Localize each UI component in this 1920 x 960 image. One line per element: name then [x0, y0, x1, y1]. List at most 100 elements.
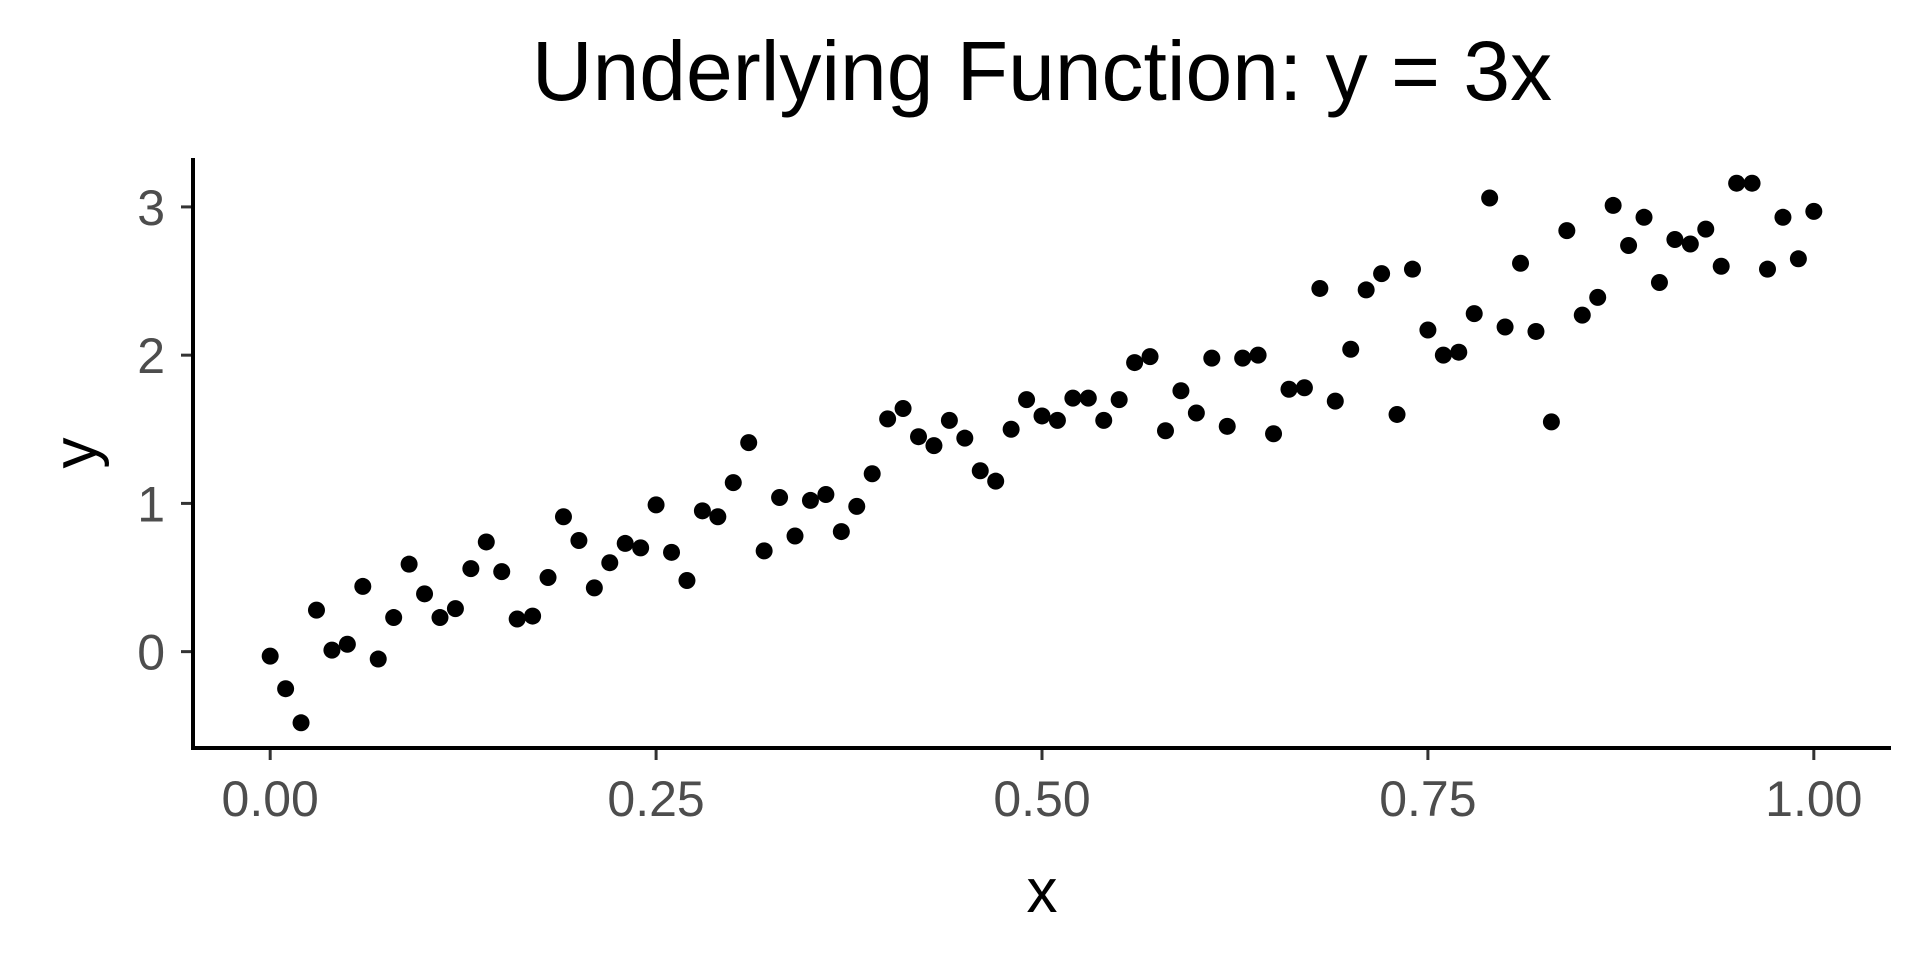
data-points	[261, 174, 1823, 732]
data-point	[1095, 411, 1113, 429]
data-point	[431, 609, 449, 627]
data-point	[416, 585, 434, 603]
data-point	[477, 533, 495, 551]
data-point	[1064, 389, 1082, 407]
data-point	[786, 527, 804, 545]
data-point	[1357, 281, 1375, 299]
data-point	[570, 531, 588, 549]
data-point	[1759, 260, 1777, 278]
x-tick-label: 0.50	[993, 771, 1090, 827]
data-point	[277, 680, 295, 698]
data-point	[1342, 340, 1360, 358]
data-point	[1234, 349, 1252, 367]
data-point	[1805, 202, 1823, 220]
y-tick-label: 1	[137, 476, 165, 532]
data-point	[910, 428, 928, 446]
data-point	[446, 600, 464, 618]
data-point	[1666, 231, 1684, 249]
data-point	[1249, 346, 1267, 364]
x-axis-title: x	[1027, 857, 1058, 926]
data-point	[1527, 322, 1545, 340]
x-tick-label: 1.00	[1765, 771, 1862, 827]
data-point	[1573, 306, 1591, 324]
data-point	[740, 434, 758, 452]
data-point	[1403, 260, 1421, 278]
data-point	[307, 601, 325, 619]
data-point	[1141, 348, 1159, 366]
data-point	[1373, 265, 1391, 283]
data-point	[1079, 389, 1097, 407]
x-tick-label: 0.00	[222, 771, 319, 827]
data-point	[292, 714, 310, 732]
data-point	[663, 543, 681, 561]
data-point	[987, 472, 1005, 490]
data-point	[1712, 257, 1730, 275]
data-point	[971, 462, 989, 480]
data-point	[1558, 222, 1576, 240]
data-point	[848, 497, 866, 515]
data-point	[1512, 254, 1530, 272]
x-tick-label: 0.75	[1379, 771, 1476, 827]
data-point	[1465, 305, 1483, 323]
data-point	[508, 610, 526, 628]
data-point	[1743, 174, 1761, 192]
y-axis-title: y	[41, 438, 110, 469]
chart-title: Underlying Function: y = 3x	[532, 24, 1552, 118]
data-point	[524, 607, 542, 625]
data-point	[585, 579, 603, 597]
data-point	[709, 508, 727, 526]
data-point	[1434, 346, 1452, 364]
data-point	[1589, 288, 1607, 306]
data-point	[1311, 279, 1329, 297]
data-point	[894, 400, 912, 418]
data-point	[601, 554, 619, 572]
data-point	[1002, 420, 1020, 438]
data-point	[1620, 236, 1638, 254]
data-point	[261, 647, 279, 665]
data-point	[338, 635, 356, 653]
data-point	[1388, 405, 1406, 423]
data-point	[1033, 407, 1051, 425]
data-point	[647, 496, 665, 514]
data-point	[1496, 318, 1514, 336]
data-point	[724, 474, 742, 492]
data-point	[1295, 379, 1313, 397]
data-point	[1650, 274, 1668, 292]
data-point	[925, 437, 943, 455]
data-point	[832, 523, 850, 541]
data-point	[554, 508, 572, 526]
axis-ticks: 0.00 0.25 0.50 0.75 1.00 0 1 2 3	[137, 180, 1862, 827]
data-point	[1789, 250, 1807, 268]
data-point	[940, 411, 958, 429]
data-point	[1326, 392, 1344, 410]
data-point	[1681, 235, 1699, 253]
data-point	[1697, 220, 1715, 238]
data-point	[1156, 422, 1174, 440]
data-point	[1126, 354, 1144, 372]
data-point	[1110, 391, 1128, 409]
data-point	[1542, 413, 1560, 431]
data-point	[693, 502, 711, 520]
data-point	[1218, 417, 1236, 435]
data-point	[385, 609, 403, 627]
data-point	[879, 410, 897, 428]
data-point	[1481, 189, 1499, 207]
data-point	[539, 569, 557, 587]
data-point	[1635, 208, 1653, 226]
data-point	[1774, 208, 1792, 226]
data-point	[1280, 380, 1298, 398]
data-point	[678, 571, 696, 589]
data-point	[1728, 174, 1746, 192]
data-point	[323, 641, 341, 659]
data-point	[462, 560, 480, 578]
data-point	[1187, 404, 1205, 422]
data-point	[863, 465, 881, 483]
data-point	[1048, 411, 1066, 429]
data-point	[632, 539, 650, 557]
data-point	[956, 429, 974, 447]
x-tick-label: 0.25	[607, 771, 704, 827]
data-point	[400, 555, 418, 573]
data-point	[1419, 321, 1437, 339]
